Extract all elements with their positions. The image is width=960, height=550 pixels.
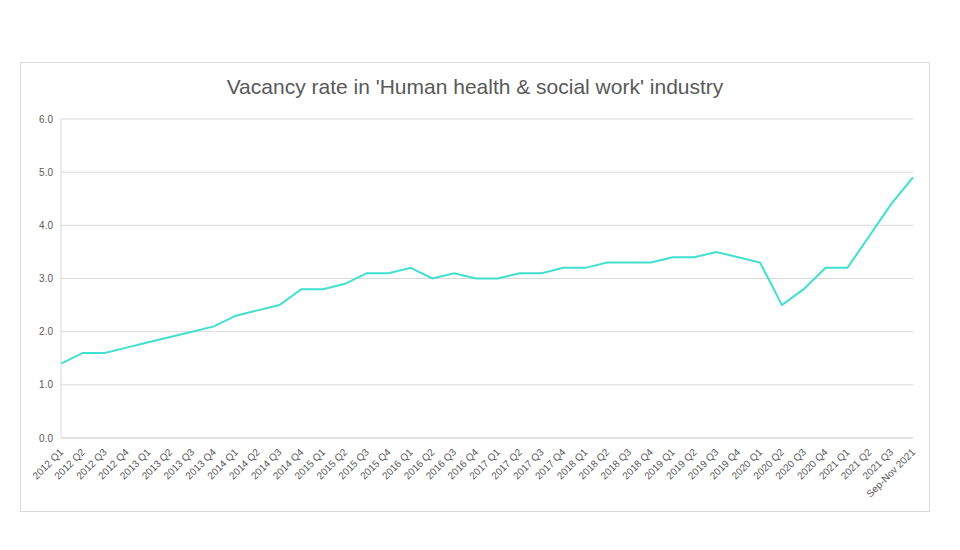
svg-text:2013 Q3: 2013 Q3 bbox=[161, 446, 197, 482]
svg-text:2020 Q2: 2020 Q2 bbox=[751, 446, 787, 482]
svg-text:2020 Q1: 2020 Q1 bbox=[729, 446, 765, 482]
svg-text:2016 Q2: 2016 Q2 bbox=[401, 446, 437, 482]
svg-text:2018 Q1: 2018 Q1 bbox=[554, 446, 590, 482]
svg-text:2015 Q1: 2015 Q1 bbox=[292, 446, 328, 482]
svg-text:2015 Q4: 2015 Q4 bbox=[358, 446, 393, 482]
svg-text:3.0: 3.0 bbox=[39, 273, 53, 284]
svg-text:2017 Q1: 2017 Q1 bbox=[467, 446, 503, 482]
svg-text:2014 Q2: 2014 Q2 bbox=[226, 446, 262, 482]
svg-text:2.0: 2.0 bbox=[39, 326, 53, 337]
svg-text:2019 Q4: 2019 Q4 bbox=[707, 446, 743, 482]
svg-text:2019 Q2: 2019 Q2 bbox=[663, 446, 699, 482]
svg-text:2015 Q2: 2015 Q2 bbox=[314, 446, 350, 482]
svg-text:2020 Q3: 2020 Q3 bbox=[773, 446, 808, 482]
svg-text:2020 Q4: 2020 Q4 bbox=[794, 446, 830, 482]
svg-text:2012 Q1: 2012 Q1 bbox=[30, 446, 66, 482]
svg-text:2016 Q3: 2016 Q3 bbox=[423, 446, 459, 482]
svg-text:2018 Q4: 2018 Q4 bbox=[620, 446, 656, 482]
svg-text:2012 Q4: 2012 Q4 bbox=[95, 446, 131, 482]
svg-text:2019 Q1: 2019 Q1 bbox=[642, 446, 677, 482]
svg-text:2013 Q1: 2013 Q1 bbox=[117, 446, 153, 482]
svg-text:2017 Q3: 2017 Q3 bbox=[510, 446, 546, 482]
svg-text:2014 Q4: 2014 Q4 bbox=[270, 446, 306, 482]
svg-text:2013 Q2: 2013 Q2 bbox=[139, 446, 175, 482]
svg-text:2012 Q2: 2012 Q2 bbox=[52, 446, 88, 482]
svg-text:2018 Q3: 2018 Q3 bbox=[598, 446, 634, 482]
svg-text:2017 Q2: 2017 Q2 bbox=[489, 446, 524, 482]
svg-text:2014 Q1: 2014 Q1 bbox=[205, 446, 240, 482]
svg-text:6.0: 6.0 bbox=[39, 114, 53, 125]
svg-text:2021 Q2: 2021 Q2 bbox=[838, 446, 874, 482]
svg-text:1.0: 1.0 bbox=[39, 379, 53, 390]
svg-text:2016 Q1: 2016 Q1 bbox=[379, 446, 415, 482]
svg-text:2021 Q3: 2021 Q3 bbox=[860, 446, 896, 482]
svg-text:2021 Q1: 2021 Q1 bbox=[816, 446, 852, 482]
svg-text:2018 Q2: 2018 Q2 bbox=[576, 446, 612, 482]
svg-text:2013 Q4: 2013 Q4 bbox=[183, 446, 219, 482]
svg-text:0.0: 0.0 bbox=[39, 433, 53, 444]
svg-text:2016 Q4: 2016 Q4 bbox=[445, 446, 481, 482]
svg-text:2017 Q4: 2017 Q4 bbox=[532, 446, 568, 482]
svg-text:4.0: 4.0 bbox=[39, 220, 53, 231]
html-text:Vacancy rate in 'Human health: Vacancy rate in 'Human health & social w… bbox=[226, 75, 724, 98]
svg-text:2014 Q3: 2014 Q3 bbox=[248, 446, 284, 482]
svg-text:Sep-Nov 2021: Sep-Nov 2021 bbox=[864, 446, 917, 499]
svg-text:2015 Q3: 2015 Q3 bbox=[336, 446, 372, 482]
svg-text:5.0: 5.0 bbox=[39, 167, 53, 178]
svg-text:2019 Q3: 2019 Q3 bbox=[685, 446, 721, 482]
svg-text:2012 Q3: 2012 Q3 bbox=[74, 446, 109, 482]
